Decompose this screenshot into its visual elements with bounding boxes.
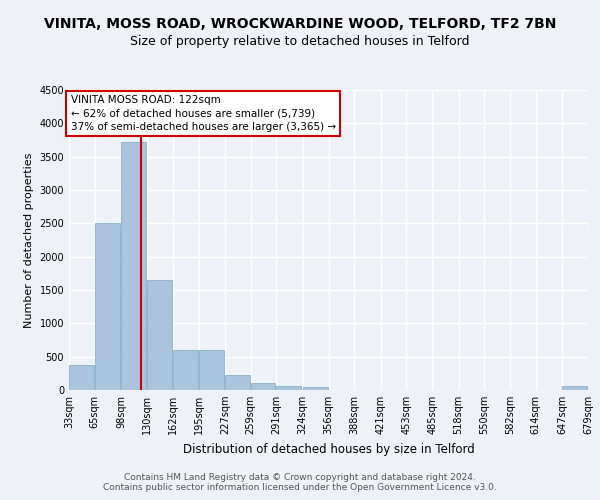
Bar bbox=[95, 224, 119, 390]
Bar bbox=[173, 350, 197, 390]
Text: VINITA MOSS ROAD: 122sqm
← 62% of detached houses are smaller (5,739)
37% of sem: VINITA MOSS ROAD: 122sqm ← 62% of detach… bbox=[71, 96, 336, 132]
Bar bbox=[121, 142, 146, 390]
Bar bbox=[225, 375, 250, 390]
Text: VINITA, MOSS ROAD, WROCKWARDINE WOOD, TELFORD, TF2 7BN: VINITA, MOSS ROAD, WROCKWARDINE WOOD, TE… bbox=[44, 18, 556, 32]
Bar bbox=[147, 280, 172, 390]
Bar bbox=[251, 382, 275, 390]
Y-axis label: Number of detached properties: Number of detached properties bbox=[24, 152, 34, 328]
Bar bbox=[69, 365, 94, 390]
Bar bbox=[303, 386, 328, 390]
Text: Contains HM Land Registry data © Crown copyright and database right 2024.
Contai: Contains HM Land Registry data © Crown c… bbox=[103, 473, 497, 492]
Text: Size of property relative to detached houses in Telford: Size of property relative to detached ho… bbox=[130, 35, 470, 48]
X-axis label: Distribution of detached houses by size in Telford: Distribution of detached houses by size … bbox=[182, 442, 475, 456]
Bar bbox=[276, 386, 301, 390]
Bar bbox=[199, 350, 224, 390]
Bar bbox=[562, 386, 587, 390]
